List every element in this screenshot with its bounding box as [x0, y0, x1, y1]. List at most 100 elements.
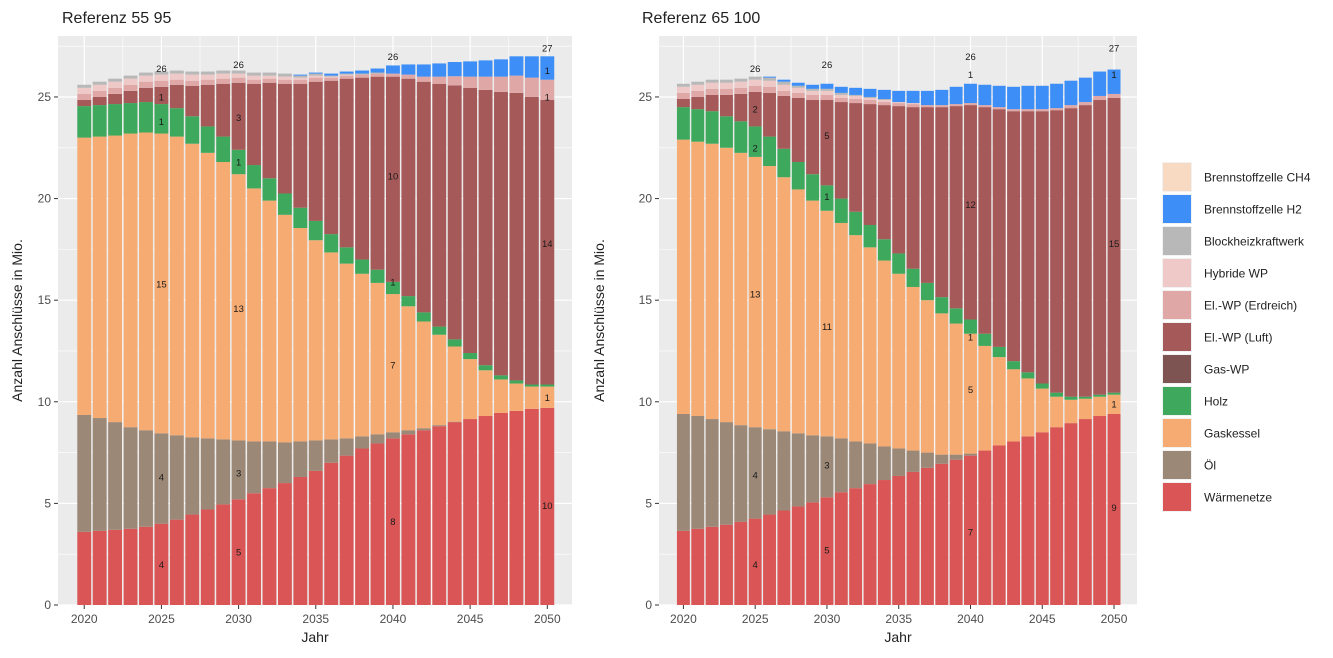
bar-segment [978, 105, 991, 107]
bar-segment [964, 103, 977, 105]
x-tick-label: 2025 [148, 612, 175, 626]
bar-segment [1036, 111, 1049, 383]
data-label: 7 [390, 361, 395, 372]
bar-segment [263, 201, 277, 442]
bar-segment [907, 91, 920, 103]
bar-segment [706, 89, 719, 95]
legend-item: Blockheizkraftwerk [1162, 226, 1305, 256]
bar-segment [124, 529, 138, 605]
bar-segment [509, 380, 523, 383]
bar-segment [309, 240, 323, 440]
bar-segment [749, 77, 762, 80]
x-tick-label: 2025 [742, 612, 769, 626]
bar-segment [892, 274, 905, 449]
bar-segment [93, 418, 107, 531]
bar-segment [216, 71, 230, 74]
bar-segment [1093, 72, 1106, 96]
legend-label: Brennstoffzelle H2 [1204, 203, 1302, 217]
bar-segment [734, 153, 747, 425]
bar-segment [309, 82, 323, 221]
bar-segment [1036, 389, 1049, 433]
bar-segment [479, 77, 493, 90]
data-label: 1 [159, 117, 164, 128]
bar-segment [835, 93, 848, 95]
bar-segment [417, 322, 431, 429]
bar-segment [432, 335, 446, 425]
x-tick-label: 2035 [302, 612, 329, 626]
bar-segment [309, 440, 323, 470]
bar-segment [720, 116, 733, 147]
legend-label: Brennstoffzelle CH4 [1204, 171, 1311, 185]
bar-segment [124, 76, 138, 79]
bar-segment [355, 436, 369, 448]
data-label: 1 [159, 92, 164, 103]
bar-segment [978, 334, 991, 346]
bar-segment [763, 137, 776, 166]
bar-segment [892, 91, 905, 102]
bar-segment [340, 76, 354, 79]
bar-segment [964, 84, 977, 103]
bar-segment [777, 511, 790, 605]
x-tick-label: 2050 [534, 612, 561, 626]
legend-item: Brennstoffzelle CH4 [1162, 162, 1311, 192]
bar-segment [139, 76, 153, 82]
bar-segment [479, 90, 493, 365]
bar-segment [432, 327, 446, 335]
bar-segment [479, 370, 493, 416]
bar-segment [763, 78, 776, 81]
bar-segment [448, 422, 462, 605]
data-label: 5 [968, 385, 973, 396]
bar-segment [1007, 111, 1020, 361]
bar-segment [340, 264, 354, 439]
bar-segment [691, 91, 704, 97]
bar-segment [864, 104, 877, 225]
bar-segment [706, 95, 719, 111]
y-axis-label: Anzahl Anschlüsse in Mio. [591, 239, 607, 402]
legend-item: Hybride WP [1162, 258, 1268, 288]
bar-segment [278, 80, 292, 84]
bar-segment [324, 78, 338, 81]
bar-segment [77, 532, 91, 605]
bar-segment [950, 455, 963, 460]
data-label: 27 [1109, 44, 1120, 55]
bar-segment [792, 162, 805, 189]
bar-segment [964, 454, 977, 456]
bar-segment [677, 99, 690, 107]
bar-segment [293, 208, 307, 228]
bar-segment [216, 84, 230, 137]
bar-segment [201, 509, 215, 605]
bar-segment [734, 79, 747, 82]
bar-segment [950, 324, 963, 455]
bar-segment [1021, 436, 1034, 605]
bar-segment [806, 100, 819, 174]
legend-item: Gaskessel [1162, 418, 1260, 448]
bar-segment [734, 121, 747, 152]
legend-swatch [1163, 419, 1191, 447]
bar-segment [734, 88, 747, 94]
data-label: 4 [753, 560, 758, 571]
bar-segment [401, 64, 415, 74]
legend-label: El.-WP (Erdreich) [1204, 299, 1297, 313]
bar-segment [247, 80, 261, 84]
data-label: 1 [545, 393, 550, 404]
data-label: 4 [753, 470, 758, 481]
bar-segment [170, 80, 184, 85]
legend-label: Gaskessel [1204, 427, 1260, 441]
bar-segment [892, 253, 905, 273]
bar-segment [706, 144, 719, 419]
chart-title: Referenz 55 95 [62, 10, 172, 27]
bar-segment [401, 75, 415, 79]
bar-segment [170, 520, 184, 605]
bar-segment [921, 107, 934, 283]
bar-segment [247, 73, 261, 76]
bar-segment [835, 102, 848, 199]
x-tick-label: 2030 [814, 612, 841, 626]
bar-segment [93, 91, 107, 97]
bar-segment [849, 212, 862, 235]
bar-segment [324, 439, 338, 462]
data-label: 12 [965, 200, 976, 211]
bar-segment [232, 71, 246, 74]
bar-segment [340, 72, 354, 74]
bar-segment [278, 84, 292, 194]
bar-segment [247, 441, 261, 493]
